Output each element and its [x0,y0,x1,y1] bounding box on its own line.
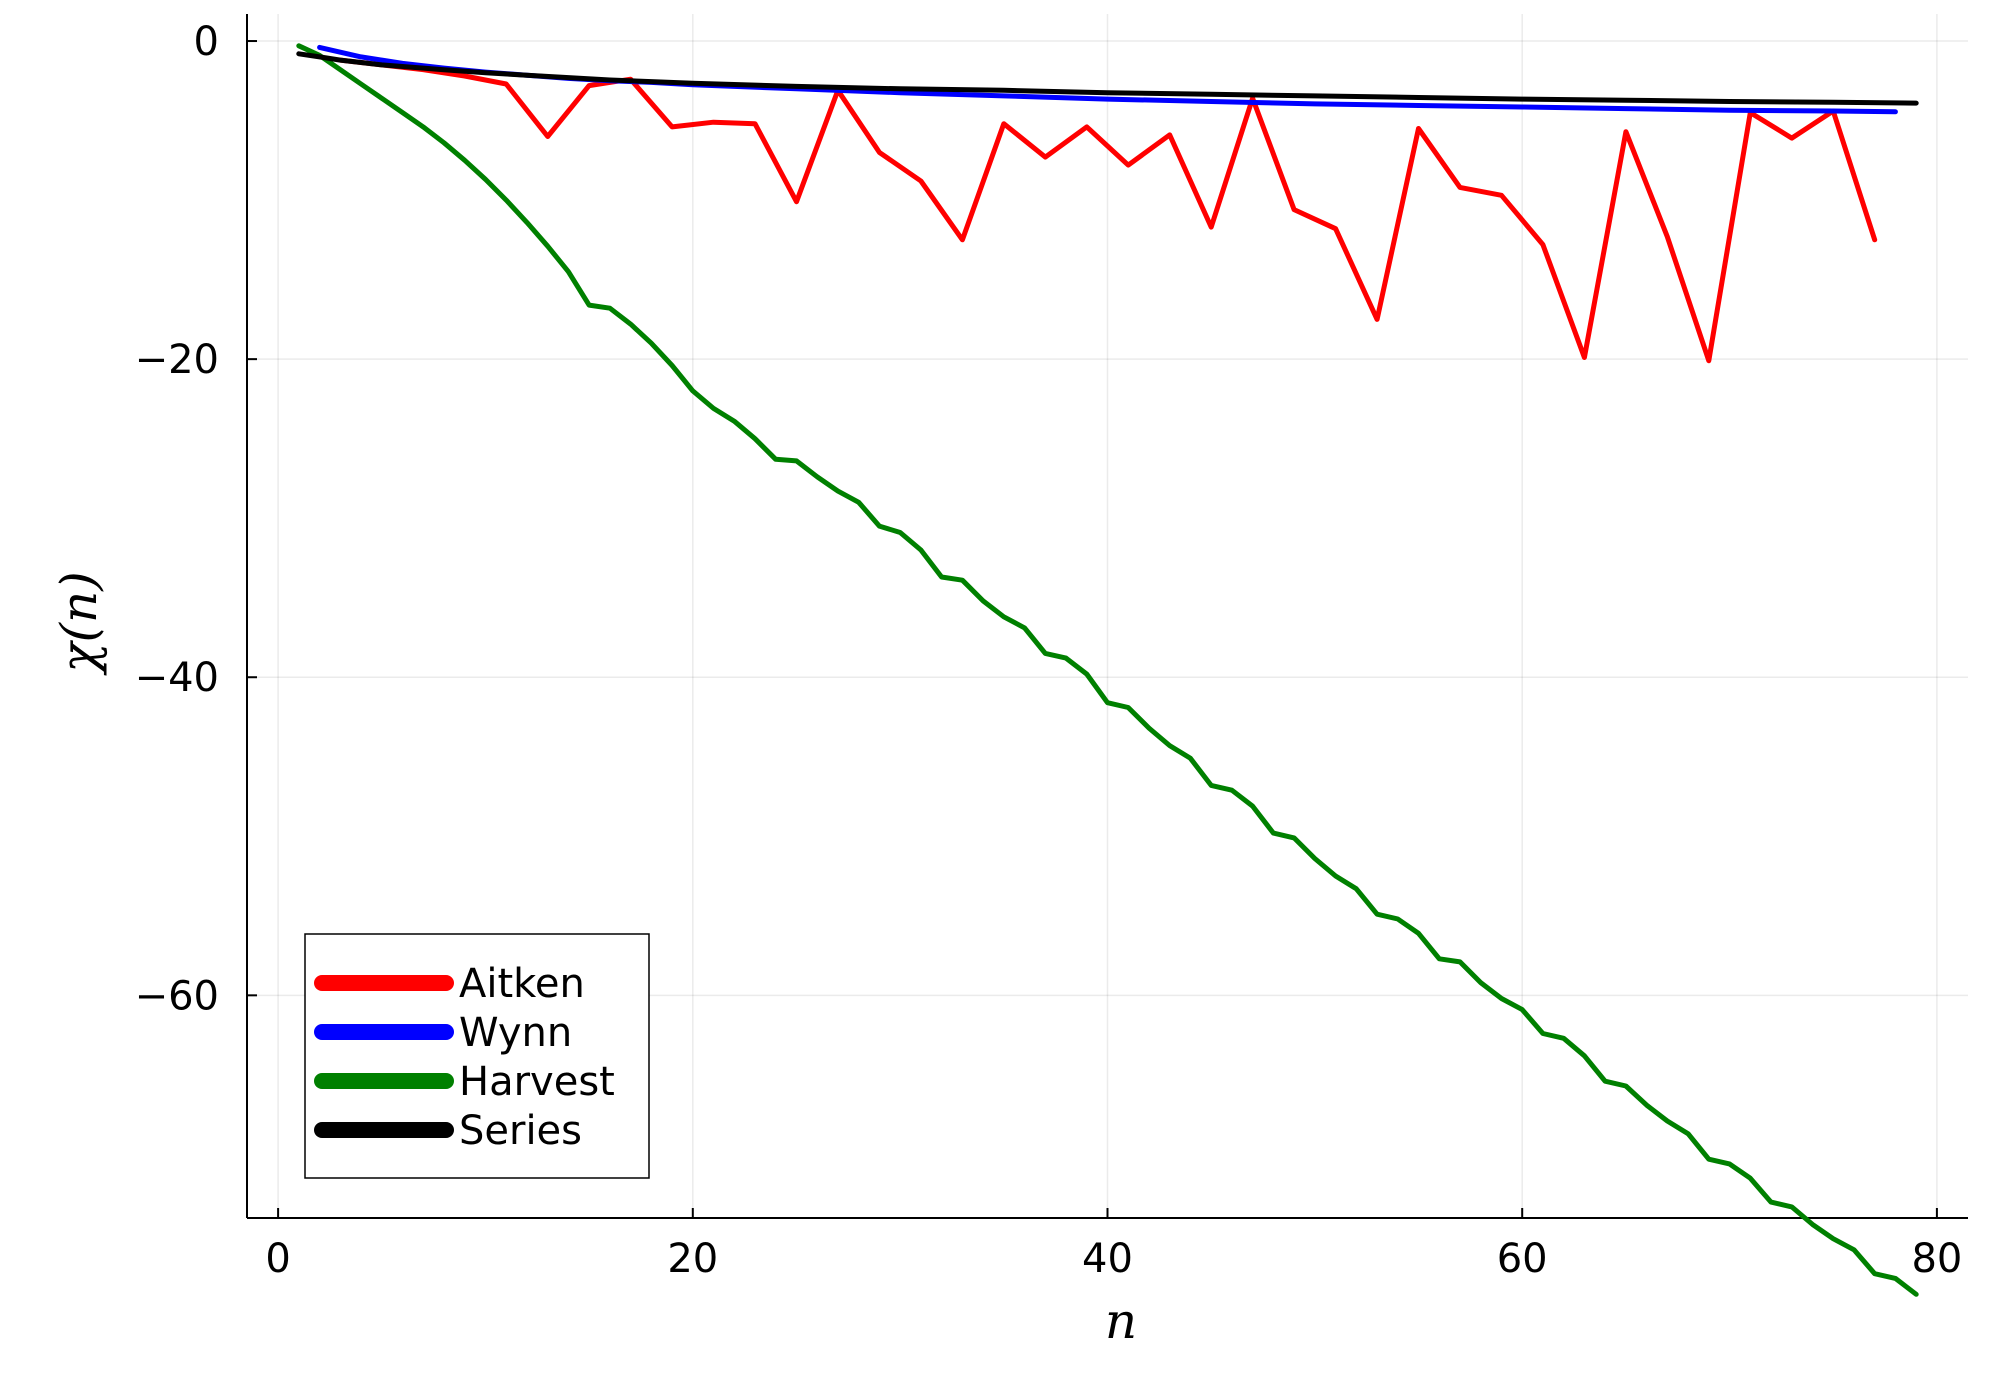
legend-label-wynn: Wynn [459,1010,572,1056]
x-axis-label: n [1105,1292,1137,1350]
series-lines [296,43,1919,1297]
y-axis-label: χ(n) [50,571,108,676]
y-tick-label: −40 [135,655,219,701]
y-tick-label: −60 [135,973,219,1019]
series-line-series [296,51,1919,106]
x-tick-label: 60 [1497,1236,1548,1282]
legend-label-series: Series [459,1108,582,1154]
legend-label-harvest: Harvest [459,1059,615,1105]
series-line-aitken [337,57,1878,364]
y-tick-label: −20 [135,337,219,383]
x-tick-label: 40 [1082,1236,1133,1282]
series-line-harvest [296,43,1919,1297]
grid-lines [247,14,1968,1218]
legend-label-aitken: Aitken [459,961,585,1007]
y-tick-label: 0 [194,19,219,65]
x-tick-label: 80 [1911,1236,1962,1282]
x-tick-label: 0 [265,1236,290,1282]
tick-labels: 0 20 40 60 80 0 −20 −40 −60 [135,19,1963,1282]
x-tick-label: 20 [667,1236,718,1282]
axes [246,14,1968,1219]
